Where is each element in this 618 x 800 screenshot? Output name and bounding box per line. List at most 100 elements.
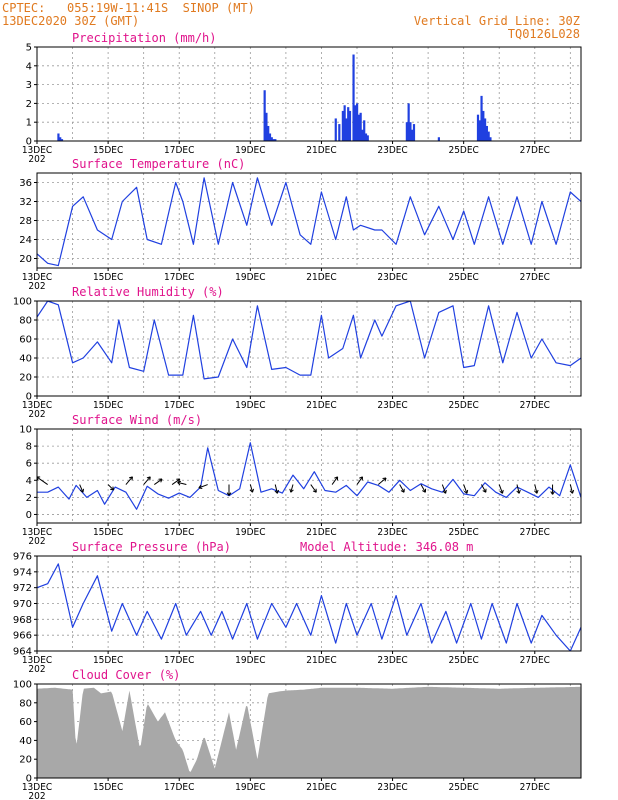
ytick-label: 966 — [13, 631, 32, 642]
precip-bar — [357, 114, 360, 141]
xtick-label: 27DEC — [520, 655, 550, 666]
xtick-label: 23DEC — [377, 655, 407, 666]
model-altitude: Model Altitude: 346.08 m — [300, 540, 473, 554]
xtick-label: 15DEC — [93, 145, 123, 156]
wind-vector — [226, 484, 232, 496]
xtick-year: 202 — [28, 791, 45, 800]
precip-bar — [437, 137, 440, 141]
ytick-label: 4 — [26, 476, 32, 487]
ytick-label: 968 — [13, 615, 32, 626]
xtick-label: 21DEC — [306, 782, 336, 793]
precip-bar — [485, 125, 488, 141]
wind-vector — [378, 477, 387, 485]
panel-2: 0 20 40 60 80 100 13DEC 15DEC 17DEC 19DEC 21DEC 23D… — [13, 285, 582, 420]
precip-bar — [263, 90, 266, 141]
xtick-label: 25DEC — [448, 655, 478, 666]
ytick-label: 0 — [26, 392, 32, 403]
xtick-label: 27DEC — [520, 145, 550, 156]
header: CPTEC: 055:19W-11:41S SINOP (MT) 13DEC20… — [2, 1, 580, 41]
xtick-label: 27DEC — [520, 782, 550, 793]
ytick-label: 0 — [26, 510, 32, 521]
precip-bar — [487, 131, 490, 141]
plot-area-2 — [37, 301, 581, 380]
xtick-label: 27DEC — [520, 272, 550, 283]
xtick-label: 25DEC — [448, 782, 478, 793]
precip-bar — [366, 135, 369, 141]
precip-bar — [348, 110, 352, 141]
precip-bar — [361, 129, 364, 141]
wind-vector — [441, 484, 447, 494]
ytick-label: 36 — [19, 178, 32, 189]
xtick-label: 21DEC — [306, 400, 336, 411]
precip-bar — [363, 120, 366, 141]
precip-bar — [267, 125, 270, 141]
header-line2-right: TQ0126L028 — [508, 27, 580, 41]
ytick-label: 1 — [26, 118, 32, 129]
wind-vector — [516, 484, 521, 494]
precip-bar — [476, 114, 480, 141]
xtick-year: 202 — [28, 281, 45, 292]
xtick-label: 25DEC — [448, 400, 478, 411]
panel-0: 0 1 2 3 4 5 13DEC 15DEC 17DEC 19DEC 21DEC 23DEC 25DE… — [22, 31, 582, 165]
xtick-label: 23DEC — [377, 400, 407, 411]
precip-bar — [60, 139, 64, 141]
ytick-label: 974 — [13, 567, 32, 578]
cloud-area — [37, 686, 581, 778]
wind-vector — [550, 484, 555, 495]
series-line-2 — [37, 301, 581, 380]
wind-vector — [481, 484, 487, 493]
wind-vector — [310, 484, 317, 493]
series-line-4 — [37, 563, 581, 651]
ytick-label: 80 — [19, 698, 32, 709]
precip-bar — [480, 95, 483, 141]
ytick-label: 20 — [19, 254, 32, 265]
precip-bar — [407, 103, 410, 141]
wind-vector — [154, 478, 163, 485]
xtick-label: 13DEC — [22, 527, 52, 538]
xtick-label: 23DEC — [377, 272, 407, 283]
xtick-label: 21DEC — [306, 527, 336, 538]
precip-bar — [354, 105, 357, 141]
xtick-year: 202 — [28, 154, 45, 165]
panel-frame — [36, 46, 582, 142]
xtick-label: 19DEC — [235, 145, 265, 156]
panel-title: Surface Pressure (hPa) — [72, 540, 231, 554]
ytick-label: 10 — [19, 425, 32, 436]
precip-bar — [411, 129, 414, 141]
series-line-1 — [37, 177, 581, 267]
xtick-label: 15DEC — [93, 655, 123, 666]
precip-bar — [270, 137, 273, 141]
xtick-year: 202 — [28, 409, 45, 420]
precip-bar — [345, 118, 348, 141]
precip-bar — [364, 133, 368, 141]
wind-vector — [498, 484, 504, 494]
precip-bar — [347, 107, 350, 141]
wind-vector — [37, 476, 48, 485]
wind-vector — [331, 476, 339, 485]
panel-frame — [36, 300, 582, 397]
xtick-label: 13DEC — [22, 400, 52, 411]
xtick-label: 17DEC — [164, 145, 194, 156]
ytick-label: 4 — [26, 61, 32, 72]
ytick-label: 972 — [13, 583, 32, 594]
panel-title: Cloud Cover (%) — [72, 668, 180, 682]
ytick-label: 80 — [19, 316, 32, 327]
ytick-label: 28 — [19, 216, 32, 227]
ytick-label: 40 — [19, 354, 32, 365]
xtick-label: 27DEC — [520, 400, 550, 411]
xtick-label: 27DEC — [520, 527, 550, 538]
panel-3: 0 2 4 6 8 10 13DEC 15DEC 17DEC 19DEC 21DEC 23DEC 25D… — [19, 413, 582, 547]
xtick-label: 21DEC — [306, 272, 336, 283]
precip-bar — [478, 120, 481, 141]
precip-bar — [409, 122, 412, 141]
wind-vector — [143, 476, 151, 485]
xtick-year: 202 — [28, 664, 45, 675]
header-line1-left: CPTEC: 055:19W-11:41S SINOP (MT) — [2, 1, 255, 15]
ytick-label: 32 — [19, 197, 32, 208]
ytick-label: 60 — [19, 335, 32, 346]
xtick-label: 17DEC — [164, 272, 194, 283]
wind-vector — [569, 484, 575, 494]
panel-title: Surface Wind (m/s) — [72, 413, 202, 427]
xtick-label: 19DEC — [235, 782, 265, 793]
